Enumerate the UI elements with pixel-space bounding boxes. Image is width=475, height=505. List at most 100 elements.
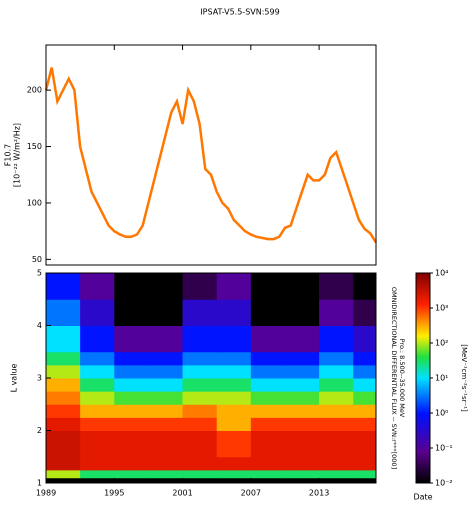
- heat-cell: [250, 391, 286, 405]
- heat-cell: [148, 364, 184, 379]
- y-tick-label: 100: [27, 198, 42, 207]
- y-tick-label: 4: [37, 321, 42, 330]
- heat-cell: [182, 364, 218, 379]
- heat-cell: [319, 477, 354, 484]
- x-tick-label: 1995: [104, 489, 124, 498]
- heat-cell: [250, 404, 286, 418]
- heat-cell: [80, 417, 115, 431]
- heat-cell: [319, 456, 354, 471]
- heat-cell: [46, 325, 81, 353]
- title: IPSAT-V5.5-SVN:599: [200, 8, 279, 17]
- heat-cell: [216, 430, 252, 458]
- heat-cell: [284, 299, 320, 326]
- heat-cell: [284, 378, 320, 392]
- heat-cell: [46, 299, 81, 326]
- heat-cell: [353, 417, 377, 431]
- heat-cell: [250, 456, 286, 471]
- heat-cell: [250, 273, 286, 300]
- heat-cell: [148, 404, 184, 418]
- heat-cell: [284, 391, 320, 405]
- y-tick-label: 3: [37, 374, 42, 383]
- heat-cell: [114, 469, 149, 479]
- heat-cell: [46, 364, 81, 379]
- heat-cell: [182, 430, 218, 458]
- colorbar-tick-label: 10²: [435, 339, 448, 348]
- heat-cell: [353, 299, 377, 326]
- heat-cell: [114, 456, 149, 471]
- y-tick-label: 200: [27, 86, 42, 95]
- heat-cell: [148, 391, 184, 405]
- heat-cell: [114, 391, 149, 405]
- heat-cell: [353, 430, 377, 458]
- heat-cell: [216, 325, 252, 353]
- heat-cell: [216, 477, 252, 484]
- heat-cell: [182, 273, 218, 300]
- heat-cell: [46, 351, 81, 366]
- plot-frame: [45, 272, 377, 484]
- heat-cell: [284, 417, 320, 431]
- heat-cell: [284, 456, 320, 471]
- heat-cell: [353, 391, 377, 405]
- colorbar-tick-label: 10⁴: [435, 269, 448, 278]
- colorbar-units: [MeV⁻¹cm⁻²s⁻¹sr⁻¹]: [460, 344, 468, 412]
- heat-cell: [182, 404, 218, 418]
- heat-cell: [216, 404, 252, 418]
- heat-cell: [182, 325, 218, 353]
- heat-cell: [319, 391, 354, 405]
- x-tick-label: 1989: [36, 489, 56, 498]
- heat-cell: [114, 364, 149, 379]
- heat-cell: [148, 477, 184, 484]
- heat-cell: [216, 456, 252, 471]
- heat-cell: [353, 404, 377, 418]
- heat-cell: [216, 299, 252, 326]
- heat-cell: [80, 430, 115, 458]
- heat-cell: [284, 364, 320, 379]
- heat-cell: [46, 456, 81, 471]
- heat-cell: [182, 469, 218, 479]
- heat-cell: [46, 477, 81, 484]
- heat-cell: [250, 378, 286, 392]
- heat-cell: [80, 469, 115, 479]
- heat-cell: [250, 364, 286, 379]
- heat-cell: [319, 299, 354, 326]
- heat-cell: [148, 273, 184, 300]
- colorbar-tick-label: 10⁻¹: [435, 444, 453, 453]
- heat-cell: [250, 469, 286, 479]
- heat-cell: [216, 273, 252, 300]
- heat-cell: [250, 299, 286, 326]
- heat-cell: [216, 378, 252, 392]
- y-label: F10.7: [4, 144, 13, 166]
- heat-cell: [114, 404, 149, 418]
- x-tick-label: 2013: [309, 489, 329, 498]
- colorbar-tick-label: 10³: [435, 304, 448, 313]
- heat-cell: [148, 325, 184, 353]
- heat-cell: [148, 430, 184, 458]
- heat-cell: [353, 477, 377, 484]
- heat-cell: [216, 469, 252, 479]
- heat-cell: [353, 469, 377, 479]
- heat-cell: [182, 351, 218, 366]
- heat-cell: [148, 299, 184, 326]
- heat-cell: [250, 417, 286, 431]
- heat-cell: [46, 273, 81, 300]
- heat-cell: [319, 469, 354, 479]
- heat-cell: [216, 417, 252, 431]
- y-tick-label: 2: [37, 426, 42, 435]
- colorbar-tick-label: 10⁻²: [435, 479, 453, 488]
- heat-cell: [80, 351, 115, 366]
- heat-cell: [182, 378, 218, 392]
- heat-cell: [319, 273, 354, 300]
- heat-cell: [148, 351, 184, 366]
- colorbar: [415, 272, 431, 484]
- heat-cell: [353, 378, 377, 392]
- colorbar-tick-label: 10¹: [435, 374, 448, 383]
- colorbar-tick-label: 10⁰: [435, 409, 448, 418]
- heat-cell: [80, 378, 115, 392]
- heat-cell: [114, 273, 149, 300]
- heat-cell: [284, 273, 320, 300]
- heat-cell: [284, 351, 320, 366]
- heat-cell: [80, 273, 115, 300]
- colorbar-label-2: Pro.: 8.500--35.000 MeV: [398, 339, 406, 418]
- heat-cell: [319, 364, 354, 379]
